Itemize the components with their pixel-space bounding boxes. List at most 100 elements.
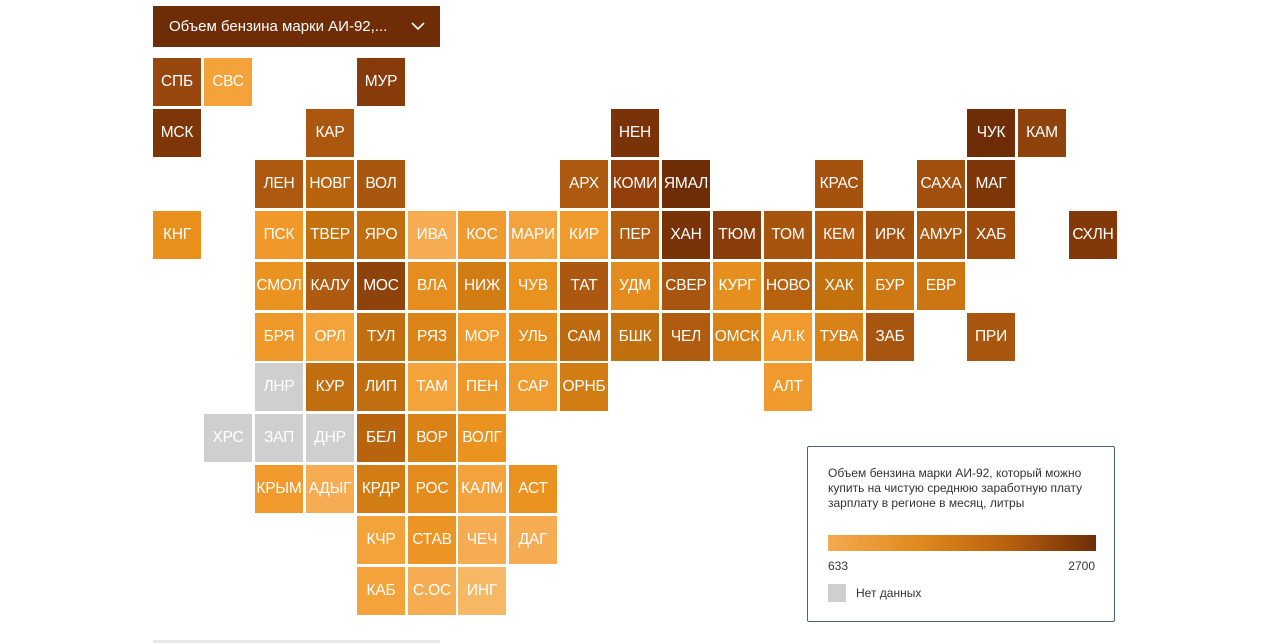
region-tile[interactable]: ХРС — [204, 414, 252, 462]
region-tile[interactable]: КРДР — [357, 465, 405, 513]
region-tile[interactable]: ВЛА — [408, 262, 456, 310]
region-tile[interactable]: МОС — [357, 262, 405, 310]
region-tile[interactable]: КУР — [306, 363, 354, 411]
region-tile[interactable]: КОС — [458, 211, 506, 259]
indicator-dropdown[interactable]: Объем бензина марки АИ-92,... — [153, 6, 440, 47]
region-tile[interactable]: МАРИ — [509, 211, 557, 259]
region-tile[interactable]: НЕН — [611, 109, 659, 157]
bottom-divider — [153, 640, 440, 643]
region-tile[interactable]: АМУР — [917, 211, 965, 259]
region-tile[interactable]: ВОЛ — [357, 160, 405, 208]
region-tile[interactable]: ДНР — [306, 414, 354, 462]
region-tile[interactable]: ТАТ — [560, 262, 608, 310]
region-tile[interactable]: МСК — [153, 109, 201, 157]
legend-no-data-label: Нет данных — [856, 586, 922, 600]
region-tile[interactable]: РЯЗ — [408, 313, 456, 361]
region-tile[interactable]: КЧР — [357, 516, 405, 564]
region-tile[interactable]: ЕВР — [917, 262, 965, 310]
region-tile[interactable]: ХАБ — [967, 211, 1015, 259]
region-tile[interactable]: САР — [509, 363, 557, 411]
region-tile[interactable]: ХАК — [815, 262, 863, 310]
region-tile[interactable]: КРЫМ — [255, 465, 303, 513]
region-tile[interactable]: КРАС — [815, 160, 863, 208]
region-tile[interactable]: БЕЛ — [357, 414, 405, 462]
legend-title: Объем бензина марки АИ-92, который можно… — [828, 466, 1083, 510]
region-tile[interactable]: ХАН — [662, 211, 710, 259]
region-tile[interactable]: КНГ — [153, 211, 201, 259]
region-tile[interactable]: АЛ.К — [764, 313, 812, 361]
region-tile[interactable]: ПЕН — [458, 363, 506, 411]
region-tile[interactable]: НОВО — [764, 262, 812, 310]
chevron-down-icon[interactable] — [410, 18, 426, 34]
region-tile[interactable]: ИНГ — [458, 567, 506, 615]
region-tile[interactable]: ОМСК — [713, 313, 761, 361]
region-tile[interactable]: ЧУВ — [509, 262, 557, 310]
region-tile[interactable]: ЛНР — [255, 363, 303, 411]
legend-min-label: 633 — [828, 559, 849, 573]
region-tile[interactable]: СТАВ — [408, 516, 456, 564]
region-tile[interactable]: КАЛУ — [306, 262, 354, 310]
region-tile[interactable]: ОРЛ — [306, 313, 354, 361]
legend-no-data-swatch — [828, 584, 846, 602]
region-tile[interactable]: МУР — [357, 58, 405, 106]
region-tile[interactable]: КОМИ — [611, 160, 659, 208]
region-tile[interactable]: С.ОС — [408, 567, 456, 615]
region-tile[interactable]: ВОЛГ — [458, 414, 506, 462]
region-tile[interactable]: ЛИП — [357, 363, 405, 411]
region-tile[interactable]: АСТ — [509, 465, 557, 513]
region-tile[interactable]: КУРГ — [713, 262, 761, 310]
region-tile[interactable]: САХА — [917, 160, 965, 208]
region-tile[interactable]: УДМ — [611, 262, 659, 310]
region-tile[interactable]: ПРИ — [967, 313, 1015, 361]
region-tile[interactable]: БРЯ — [255, 313, 303, 361]
region-tile[interactable]: ОРНБ — [560, 363, 608, 411]
region-tile[interactable]: САМ — [560, 313, 608, 361]
region-tile[interactable]: КАР — [306, 109, 354, 157]
region-tile[interactable]: РОС — [408, 465, 456, 513]
region-tile[interactable]: ЧУК — [967, 109, 1015, 157]
region-tile[interactable]: ИРК — [866, 211, 914, 259]
region-tile[interactable]: КАМ — [1018, 109, 1066, 157]
region-tile[interactable]: ТЮМ — [713, 211, 761, 259]
region-tile[interactable]: ТАМ — [408, 363, 456, 411]
region-tile[interactable]: ЯРО — [357, 211, 405, 259]
legend-max-label: 2700 — [1068, 559, 1095, 573]
region-tile[interactable]: АЛТ — [764, 363, 812, 411]
region-tile[interactable]: СВЕР — [662, 262, 710, 310]
region-tile[interactable]: ЧЕЛ — [662, 313, 710, 361]
region-tile[interactable]: ЗАБ — [866, 313, 914, 361]
region-tile[interactable]: ИВА — [408, 211, 456, 259]
region-tile[interactable]: СВС — [204, 58, 252, 106]
region-tile[interactable]: ЗАП — [255, 414, 303, 462]
region-tile[interactable]: КАБ — [357, 567, 405, 615]
region-tile[interactable]: СПБ — [153, 58, 201, 106]
region-tile[interactable]: ЯМАЛ — [662, 160, 710, 208]
region-tile[interactable]: СМОЛ — [255, 262, 303, 310]
legend: Объем бензина марки АИ-92, который можно… — [807, 446, 1115, 622]
region-tile[interactable]: ПСК — [255, 211, 303, 259]
legend-gradient-bar — [828, 535, 1096, 551]
region-tile[interactable]: ЛЕН — [255, 160, 303, 208]
region-tile[interactable]: ТУЛ — [357, 313, 405, 361]
region-tile[interactable]: ПЕР — [611, 211, 659, 259]
region-tile[interactable]: АДЫГ — [306, 465, 354, 513]
region-tile[interactable]: СХЛН — [1069, 211, 1117, 259]
region-tile[interactable]: МОР — [458, 313, 506, 361]
region-tile[interactable]: НОВГ — [306, 160, 354, 208]
region-tile[interactable]: ТУВА — [815, 313, 863, 361]
region-tile[interactable]: ТВЕР — [306, 211, 354, 259]
region-tile[interactable]: БУР — [866, 262, 914, 310]
region-tile[interactable]: ДАГ — [509, 516, 557, 564]
region-tile[interactable]: ВОР — [408, 414, 456, 462]
region-tile[interactable]: ЧЕЧ — [458, 516, 506, 564]
region-tile[interactable]: ТОМ — [764, 211, 812, 259]
region-tile[interactable]: НИЖ — [458, 262, 506, 310]
region-tile[interactable]: КИР — [560, 211, 608, 259]
region-tile[interactable]: БШК — [611, 313, 659, 361]
region-tile[interactable]: УЛЬ — [509, 313, 557, 361]
region-tile[interactable]: МАГ — [967, 160, 1015, 208]
region-tile[interactable]: АРХ — [560, 160, 608, 208]
region-tile[interactable]: КАЛМ — [458, 465, 506, 513]
region-tile[interactable]: КЕМ — [815, 211, 863, 259]
